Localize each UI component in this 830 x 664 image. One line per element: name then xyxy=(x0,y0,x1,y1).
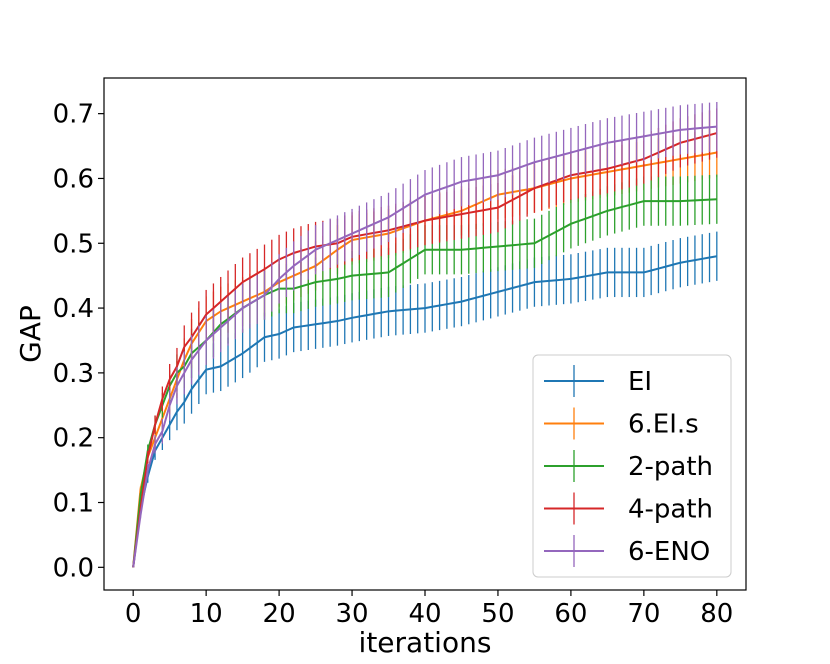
series-line xyxy=(132,198,717,568)
y-tick-label: 0.7 xyxy=(53,100,94,130)
y-tick-label: 0.0 xyxy=(53,553,94,583)
legend-item: 6-ENO xyxy=(544,535,710,567)
y-tick-label: 0.2 xyxy=(53,424,94,454)
legend-item: 6.EI.s xyxy=(544,407,699,440)
legend-label: 4-path xyxy=(628,495,713,525)
y-tick-label: 0.3 xyxy=(53,359,94,389)
series-line xyxy=(132,255,717,568)
legend-label: EI xyxy=(628,367,652,397)
legend-label: 2-path xyxy=(628,452,713,482)
legend-item: EI xyxy=(544,365,652,397)
series-line xyxy=(132,125,717,568)
series-line xyxy=(132,132,718,568)
x-tick-label: 40 xyxy=(408,599,441,629)
x-tick-label: 20 xyxy=(263,599,296,629)
legend-label: 6-ENO xyxy=(628,537,710,567)
legend-item: 4-path xyxy=(544,492,713,525)
x-tick-label: 60 xyxy=(554,599,587,629)
x-tick-label: 80 xyxy=(700,599,733,629)
x-tick-label: 0 xyxy=(125,599,142,629)
legend-frame xyxy=(532,354,732,578)
legend-item: 2-path xyxy=(544,450,713,482)
y-tick-label: 0.5 xyxy=(53,229,94,259)
y-axis-title: GAP xyxy=(14,305,47,363)
y-tick-label: 0.4 xyxy=(53,294,94,324)
plot-layer xyxy=(132,101,718,568)
x-tick-label: 50 xyxy=(481,599,514,629)
x-axis-title: iterations xyxy=(359,626,492,659)
series-6-ENO xyxy=(132,101,718,568)
legend: EI 6.EI.s 2-path 4-path 6-ENO xyxy=(532,354,732,578)
x-tick-label: 70 xyxy=(627,599,660,629)
x-tick-label: 30 xyxy=(335,599,368,629)
y-tick-label: 0.1 xyxy=(53,489,94,519)
legend-label: 6.EI.s xyxy=(628,410,699,440)
x-axis: 0 10 20 30 40 50 60 70 80 xyxy=(125,590,733,629)
y-tick-label: 0.6 xyxy=(53,164,94,194)
y-axis: 0.0 0.1 0.2 0.3 0.4 0.5 0.6 0.7 xyxy=(53,100,104,583)
x-tick-label: 10 xyxy=(190,599,223,629)
